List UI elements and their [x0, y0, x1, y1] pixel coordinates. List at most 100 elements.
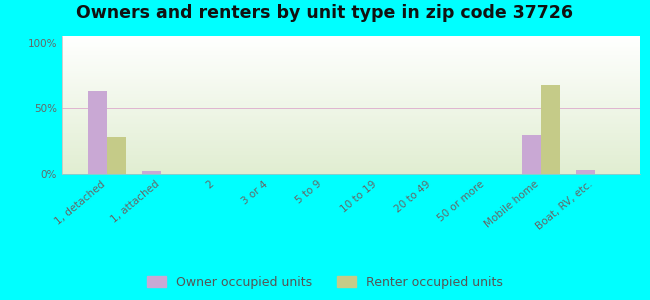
Bar [62, 108, 640, 109]
Bar [62, 88, 640, 90]
Bar [62, 41, 640, 43]
Bar [62, 172, 640, 174]
Bar [576, 170, 595, 174]
Bar [62, 59, 640, 61]
Bar [62, 80, 640, 82]
Bar [62, 127, 640, 128]
Bar [62, 72, 640, 73]
Bar [62, 82, 640, 83]
Bar [62, 166, 640, 167]
Text: Owners and renters by unit type in zip code 37726: Owners and renters by unit type in zip c… [77, 4, 573, 22]
Bar [62, 101, 640, 102]
Bar [62, 109, 640, 110]
Bar [62, 126, 640, 127]
Bar [62, 84, 640, 86]
Bar [62, 159, 640, 160]
Bar [62, 113, 640, 115]
Bar [62, 167, 640, 169]
Bar [62, 164, 640, 166]
Bar [62, 149, 640, 151]
Bar [62, 79, 640, 80]
Bar [62, 112, 640, 113]
Bar [62, 117, 640, 119]
Bar [62, 73, 640, 75]
Bar [62, 70, 640, 72]
Bar [62, 58, 640, 59]
Bar [62, 64, 640, 65]
Bar [62, 86, 640, 87]
Legend: Owner occupied units, Renter occupied units: Owner occupied units, Renter occupied un… [142, 271, 508, 294]
Bar [62, 57, 640, 58]
Bar [62, 131, 640, 133]
Bar [62, 106, 640, 108]
Bar [62, 140, 640, 141]
Bar [107, 137, 126, 174]
Bar [62, 87, 640, 88]
Bar [62, 152, 640, 153]
Bar [62, 90, 640, 91]
Bar [62, 95, 640, 97]
Bar [62, 156, 640, 158]
Bar [541, 85, 560, 174]
Bar [62, 52, 640, 54]
Bar [62, 145, 640, 146]
Bar [62, 163, 640, 164]
Bar [62, 146, 640, 148]
Bar [62, 68, 640, 69]
Bar [62, 61, 640, 62]
Bar [62, 142, 640, 144]
Bar [62, 103, 640, 105]
Bar [62, 66, 640, 68]
Bar [62, 62, 640, 64]
Bar [62, 76, 640, 77]
Bar [62, 77, 640, 79]
Bar [62, 98, 640, 100]
Bar [62, 39, 640, 40]
Bar [62, 134, 640, 135]
Bar [62, 128, 640, 130]
Bar [62, 91, 640, 93]
Bar [62, 36, 640, 38]
Bar [62, 93, 640, 94]
Bar [62, 97, 640, 98]
Bar [522, 135, 541, 174]
Bar [62, 158, 640, 159]
Bar [62, 65, 640, 66]
Bar [62, 47, 640, 48]
Bar [62, 69, 640, 70]
Bar [62, 75, 640, 76]
Bar [62, 160, 640, 162]
Bar [62, 40, 640, 41]
Bar [62, 171, 640, 172]
Bar [62, 116, 640, 117]
Bar [62, 51, 640, 52]
Bar [62, 110, 640, 112]
Bar [62, 54, 640, 55]
Bar [62, 153, 640, 155]
Bar [62, 124, 640, 126]
Bar [88, 91, 107, 174]
Bar [62, 100, 640, 101]
Bar [62, 43, 640, 44]
Bar [62, 44, 640, 46]
Bar [62, 94, 640, 95]
Bar [62, 148, 640, 149]
Bar [142, 171, 161, 174]
Bar [62, 141, 640, 142]
Bar [62, 130, 640, 131]
Bar [62, 123, 640, 124]
Bar [62, 122, 640, 123]
Bar [62, 169, 640, 170]
Bar [62, 83, 640, 84]
Bar [62, 170, 640, 171]
Bar [62, 144, 640, 145]
Bar [62, 46, 640, 47]
Bar [62, 115, 640, 116]
Bar [62, 55, 640, 57]
Bar [62, 120, 640, 122]
Bar [62, 137, 640, 138]
Bar [62, 155, 640, 156]
Bar [62, 50, 640, 51]
Bar [62, 138, 640, 140]
Bar [62, 105, 640, 106]
